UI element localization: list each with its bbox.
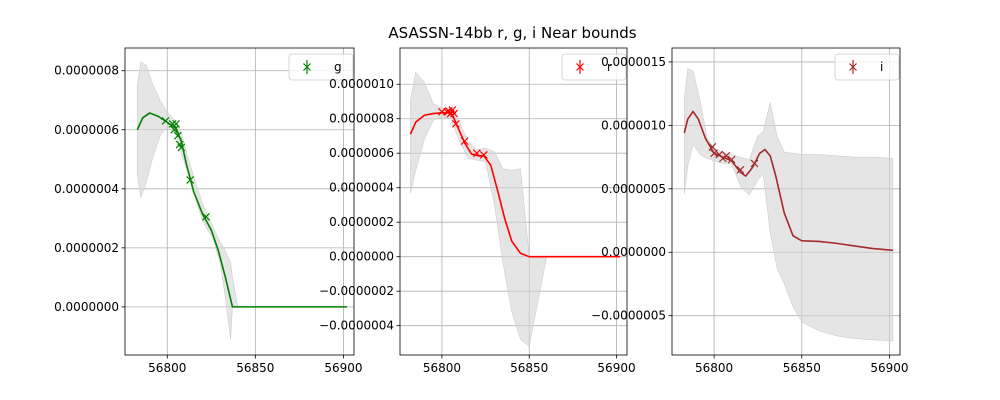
axes-frame bbox=[124, 47, 355, 356]
y-tick-label: 0.0000010 bbox=[601, 118, 666, 132]
data-point bbox=[177, 143, 186, 152]
x-tick-label: 56850 bbox=[510, 361, 548, 375]
legend-marker bbox=[303, 63, 311, 71]
x-tick-label: 56850 bbox=[783, 361, 821, 375]
data-point bbox=[472, 149, 481, 158]
axes-frame bbox=[399, 47, 628, 356]
uncertainty-band bbox=[684, 67, 894, 342]
plot-area bbox=[125, 48, 354, 355]
data-point bbox=[172, 119, 181, 128]
y-tick-label: 0.0000015 bbox=[601, 55, 666, 69]
data-point bbox=[736, 165, 745, 174]
plot-content bbox=[683, 67, 894, 342]
y-tick-label: 0.0000006 bbox=[54, 123, 119, 137]
y-tick-label: 0.0000002 bbox=[329, 215, 394, 229]
data-point bbox=[170, 125, 179, 134]
legend-marker bbox=[849, 63, 857, 71]
data-point bbox=[173, 131, 182, 140]
legend-label: g bbox=[334, 60, 342, 74]
y-tick-label: 0.0000008 bbox=[329, 112, 394, 126]
legend-box bbox=[561, 53, 627, 81]
legend-marker bbox=[576, 63, 584, 71]
panel-r: 56800 56850 56900 −0.0000004 −0.0000002 0.000… bbox=[319, 47, 636, 375]
x-tick-label: 56900 bbox=[597, 361, 635, 375]
x-tick-label: 56800 bbox=[148, 361, 186, 375]
data-point bbox=[202, 212, 210, 221]
legend-label: r bbox=[607, 60, 612, 74]
y-tick-label: 0.0000004 bbox=[54, 182, 119, 196]
y-tick-label: 0.0000002 bbox=[54, 241, 119, 255]
panel-g: 56800 56850 56900 0.0000000 0.0000002 0.00000… bbox=[54, 47, 363, 375]
x-tick-label: 56800 bbox=[695, 361, 733, 375]
y-tick-label: 0.0000006 bbox=[329, 146, 394, 160]
x-tick-label: 56900 bbox=[324, 361, 362, 375]
y-tick-label: −0.0000002 bbox=[319, 284, 394, 298]
data-point bbox=[727, 155, 736, 164]
y-tick-label: 0.0000010 bbox=[329, 77, 394, 91]
data-point bbox=[722, 151, 731, 160]
y-tick-label: 0.0000008 bbox=[54, 64, 119, 78]
data-point bbox=[450, 109, 459, 118]
legend-box bbox=[834, 53, 900, 81]
data-point bbox=[161, 116, 170, 125]
y-tick-label: −0.0000004 bbox=[319, 319, 394, 333]
plot-content bbox=[136, 61, 347, 340]
y-tick-label: 0.0000005 bbox=[601, 182, 666, 196]
x-tick-label: 56900 bbox=[870, 361, 908, 375]
y-tick-label: 0.0000000 bbox=[54, 300, 119, 314]
data-point bbox=[708, 143, 717, 151]
model-line-g bbox=[136, 112, 347, 308]
data-point bbox=[479, 151, 488, 159]
model-line-i bbox=[683, 110, 894, 252]
data-point bbox=[750, 159, 759, 168]
plot-content bbox=[409, 71, 621, 347]
data-point bbox=[460, 137, 469, 146]
data-point bbox=[168, 119, 177, 128]
figure-title: ASASSN-14bb r, g, i Near bounds bbox=[388, 24, 637, 42]
legend-label: i bbox=[880, 60, 883, 74]
legend-box bbox=[288, 53, 354, 81]
data-point bbox=[186, 176, 195, 184]
y-tick-label: 0.0000004 bbox=[329, 181, 394, 195]
y-tick-label: −0.0000005 bbox=[591, 309, 666, 323]
axes-frame bbox=[671, 47, 901, 356]
model-line-r bbox=[409, 111, 621, 258]
panel-i: 56800 56850 56900 −0.0000005 0.0000000 0.0000… bbox=[591, 47, 909, 375]
x-tick-label: 56800 bbox=[423, 361, 461, 375]
y-tick-label: 0.0000000 bbox=[329, 250, 394, 264]
y-tick-label: 0.0000000 bbox=[601, 245, 666, 259]
data-point bbox=[718, 154, 727, 163]
x-tick-label: 56850 bbox=[236, 361, 274, 375]
data-point bbox=[451, 119, 460, 128]
